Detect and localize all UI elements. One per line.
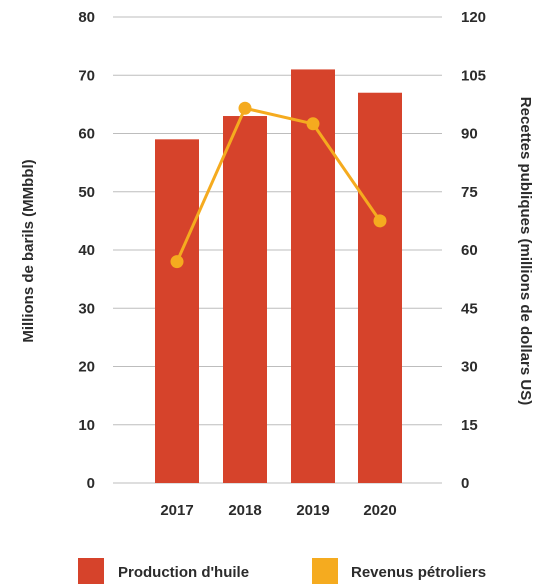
y2-tick-label: 75 [461, 184, 478, 201]
bar [291, 69, 335, 484]
bar [223, 116, 267, 484]
x-tick-label: 2018 [228, 502, 261, 519]
legend-swatch-revenus [312, 558, 338, 584]
legend-swatch-production [78, 558, 104, 584]
y-tick-label: 0 [87, 475, 95, 492]
line-point [238, 101, 252, 115]
y2-tick-label: 90 [461, 126, 478, 143]
y2-tick-label: 105 [461, 67, 486, 84]
legend: Production d'huile Revenus pétroliers [78, 558, 486, 584]
line-point [306, 117, 320, 131]
legend-label-revenus: Revenus pétroliers [351, 564, 486, 581]
line-point [373, 214, 387, 228]
series-line [175, 106, 382, 263]
bar [155, 139, 199, 483]
y2-tick-label: 30 [461, 359, 478, 376]
bar [358, 92, 402, 483]
x-tick-label: 2019 [296, 502, 329, 519]
line-point [170, 255, 184, 269]
y2-tick-label: 120 [461, 9, 486, 26]
right-axis-ticks: 0 15 30 45 60 75 90 105 120 [461, 9, 486, 492]
y-tick-label: 60 [78, 126, 95, 143]
left-axis-ticks: 0 10 20 30 40 50 60 70 80 [78, 9, 95, 492]
y-tick-label: 80 [78, 9, 95, 26]
line-series [170, 101, 387, 269]
y-tick-label: 50 [78, 184, 95, 201]
y-tick-label: 40 [78, 242, 95, 259]
x-tick-label: 2017 [160, 502, 193, 519]
x-tick-label: 2020 [363, 502, 396, 519]
bar-series [155, 69, 402, 484]
y2-tick-label: 15 [461, 417, 478, 434]
y-tick-label: 30 [78, 300, 95, 317]
y-tick-label: 20 [78, 359, 95, 376]
y2-tick-label: 45 [461, 300, 478, 317]
legend-label-production: Production d'huile [118, 564, 249, 581]
y2-tick-label: 60 [461, 242, 478, 259]
y-axis-title: Millions de barils (MMbbl) [20, 159, 37, 342]
y2-tick-label: 0 [461, 475, 469, 492]
y-tick-label: 10 [78, 417, 95, 434]
y-tick-label: 70 [78, 67, 95, 84]
y2-axis-title: Recettes publiques (millions de dollars … [517, 97, 534, 405]
x-axis-ticks: 2017 2018 2019 2020 [160, 502, 396, 519]
